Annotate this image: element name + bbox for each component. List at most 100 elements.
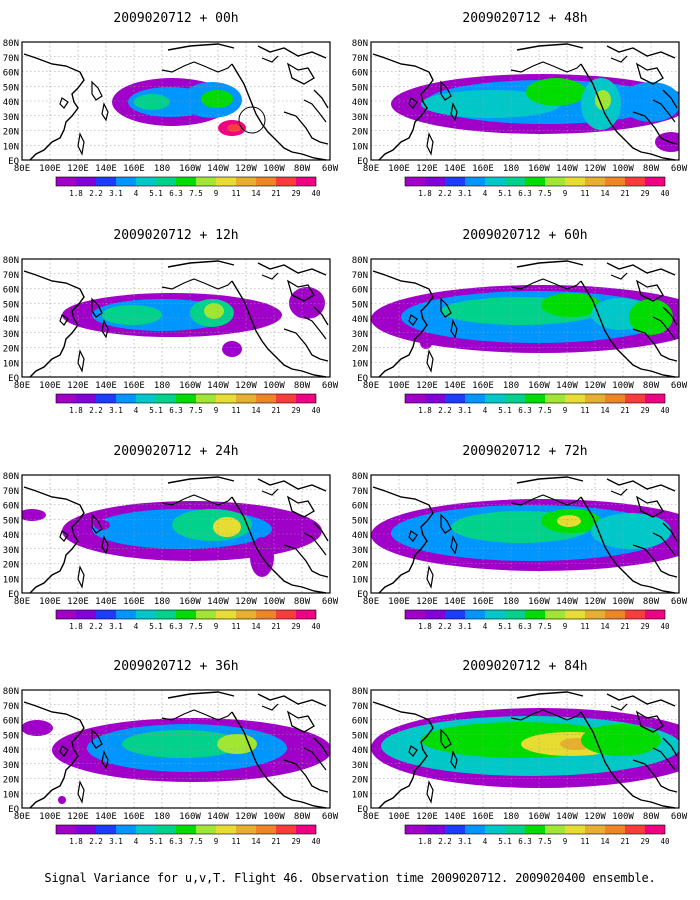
map-area xyxy=(370,41,680,161)
colorbar-swatch xyxy=(645,177,665,186)
colorbar-frame xyxy=(55,609,317,620)
map-panel: 2009020712 + 60h 80N 70N 60N 50N 40N 30N 20N 10N… xyxy=(352,228,688,415)
colorbar-label: 5.1 xyxy=(149,406,163,415)
colorbar-swatch xyxy=(236,610,256,619)
variance-contour xyxy=(595,90,611,110)
colorbar-frame xyxy=(404,176,666,187)
colorbar-swatch xyxy=(276,610,296,619)
lon-label: 120W xyxy=(235,164,257,174)
lat-label: 10N xyxy=(352,790,368,800)
colorbar-swatch xyxy=(256,825,276,834)
colorbar-label: 21 xyxy=(620,406,629,415)
colorbar-label: 9 xyxy=(214,622,219,631)
colorbar-label: 40 xyxy=(311,622,321,631)
panel-title: 2009020712 + 00h xyxy=(113,11,238,26)
lon-label: 100E xyxy=(388,381,410,391)
lon-label: 160E xyxy=(123,164,145,174)
colorbar-label: 2.2 xyxy=(89,837,103,846)
variance-field xyxy=(112,78,246,136)
lat-label: EQ xyxy=(8,590,19,600)
colorbar-label: 6.3 xyxy=(169,837,183,846)
colorbar-label: 5.1 xyxy=(149,622,163,631)
colorbar: 1.8 2.2 3.1 4 5.1 6.3 7.5 9 11 14 21 29 40 xyxy=(404,824,670,846)
lon-label: 80E xyxy=(363,381,379,391)
map-area xyxy=(21,689,331,809)
colorbar-label: 11 xyxy=(231,406,240,415)
panel-title: 2009020712 + 60h xyxy=(462,228,587,243)
map-panel: 2009020712 + 48h 80N 70N 60N 50N 40N 30N 20N 10N… xyxy=(352,11,688,198)
lon-label: 100W xyxy=(263,597,285,607)
colorbar-label: 14 xyxy=(251,406,261,415)
colorbar-label: 7.5 xyxy=(189,406,203,415)
colorbar-label: 11 xyxy=(580,622,589,631)
lon-label: 120E xyxy=(67,164,89,174)
colorbar-label: 4 xyxy=(134,189,139,198)
colorbar-swatch xyxy=(645,825,665,834)
colorbar-swatch xyxy=(116,177,136,186)
colorbar-swatch xyxy=(565,177,585,186)
lon-label: 100E xyxy=(388,164,410,174)
colorbar-label: 6.3 xyxy=(518,189,532,198)
colorbar-label: 9 xyxy=(563,837,568,846)
variance-contour xyxy=(581,724,661,756)
colorbar-swatch xyxy=(296,394,316,403)
lat-label: 70N xyxy=(3,487,19,497)
colorbar-label: 21 xyxy=(271,406,280,415)
lon-label: 180 xyxy=(154,164,170,174)
colorbar: 1.8 2.2 3.1 4 5.1 6.3 7.5 9 11 14 21 29 40 xyxy=(404,609,670,631)
colorbar-label: 5.1 xyxy=(149,837,163,846)
colorbar-swatch xyxy=(605,825,625,834)
lon-label: 80W xyxy=(294,381,311,391)
lon-label: 140E xyxy=(95,597,117,607)
colorbar-label: 9 xyxy=(214,189,219,198)
colorbar-label: 21 xyxy=(271,622,280,631)
colorbar-swatch xyxy=(545,177,565,186)
lon-label: 100W xyxy=(612,164,634,174)
lon-label: 100W xyxy=(612,381,634,391)
colorbar-label: 5.1 xyxy=(498,622,512,631)
lon-label: 140W xyxy=(556,597,578,607)
colorbar-label: 3.1 xyxy=(109,837,123,846)
lon-label: 120E xyxy=(416,812,438,822)
colorbar-frame xyxy=(55,824,317,835)
colorbar-swatch xyxy=(585,610,605,619)
colorbar-swatch xyxy=(156,394,176,403)
lon-label: 180 xyxy=(154,812,170,822)
colorbar-label: 4 xyxy=(483,406,488,415)
colorbar-label: 14 xyxy=(600,406,610,415)
colorbar-swatch xyxy=(216,825,236,834)
colorbar-swatch xyxy=(196,394,216,403)
colorbar-frame xyxy=(404,609,666,620)
colorbar: 1.8 2.2 3.1 4 5.1 6.3 7.5 9 11 14 21 29 40 xyxy=(55,609,321,631)
lat-label: 20N xyxy=(352,345,368,355)
variance-contour xyxy=(222,341,242,357)
colorbar-label: 21 xyxy=(620,837,629,846)
lon-label: 140W xyxy=(207,381,229,391)
variance-contour xyxy=(213,517,241,537)
lon-label: 120E xyxy=(67,381,89,391)
colorbar-swatch xyxy=(605,610,625,619)
colorbar-label: 14 xyxy=(251,622,261,631)
lon-label: 140W xyxy=(556,812,578,822)
colorbar-label: 14 xyxy=(251,837,261,846)
colorbar-swatch xyxy=(56,825,76,834)
lon-label: 160E xyxy=(472,164,494,174)
colorbar-swatch xyxy=(196,610,216,619)
lon-label: 60W xyxy=(671,597,688,607)
lat-label: EQ xyxy=(357,805,368,815)
lat-label: 10N xyxy=(3,359,19,369)
colorbar-label: 11 xyxy=(231,622,240,631)
colorbar-swatch xyxy=(605,177,625,186)
colorbar-label: 7.5 xyxy=(538,837,552,846)
colorbar-swatch xyxy=(96,825,116,834)
lat-label: 50N xyxy=(352,731,368,741)
colorbar-swatch xyxy=(136,177,156,186)
colorbar-label: 6.3 xyxy=(518,622,532,631)
lon-label: 140W xyxy=(556,164,578,174)
colorbar-label: 29 xyxy=(291,189,300,198)
lon-label: 140W xyxy=(556,381,578,391)
lon-label: 100E xyxy=(39,597,61,607)
colorbar-label: 6.3 xyxy=(169,406,183,415)
lon-label: 80E xyxy=(363,812,379,822)
lon-label: 160W xyxy=(179,381,201,391)
